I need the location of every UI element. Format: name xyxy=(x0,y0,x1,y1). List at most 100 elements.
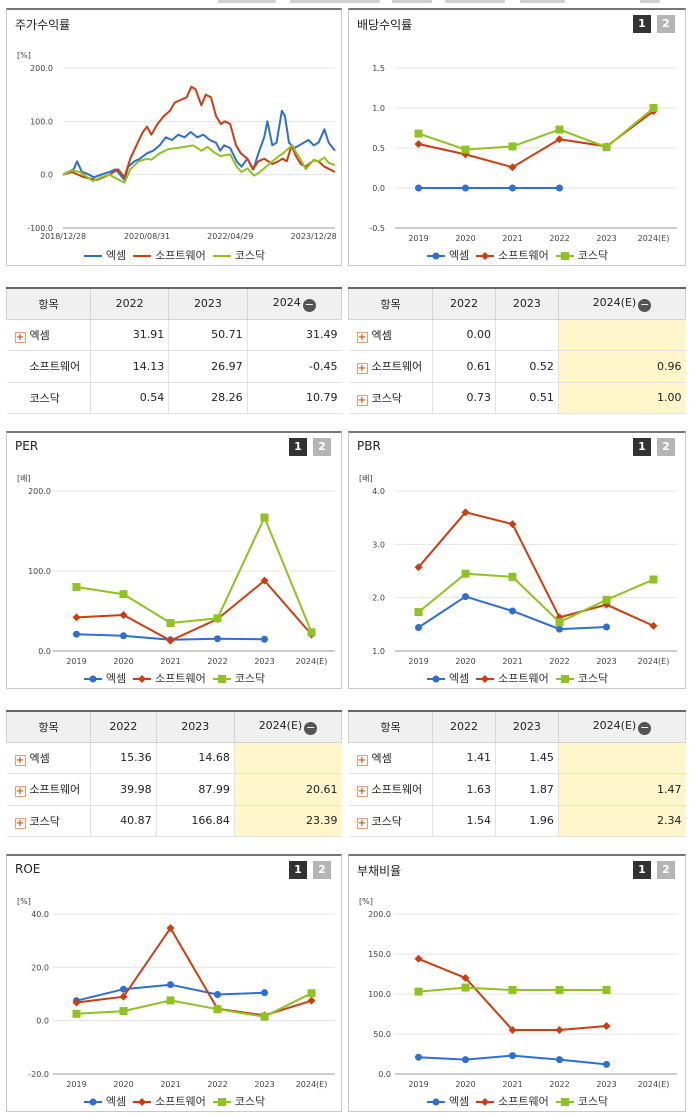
expand-icon xyxy=(15,392,26,403)
row-name: 엑셈 xyxy=(29,751,50,765)
value-cell: 0.73 xyxy=(432,382,496,414)
panel-title: PER xyxy=(15,439,39,453)
legend-item[interactable]: 코스닥 xyxy=(212,670,265,686)
expand-icon[interactable]: + xyxy=(14,754,26,766)
chart-option-2-button[interactable]: 2 xyxy=(657,15,675,33)
legend-label: 코스닥 xyxy=(234,1095,266,1108)
pbr-chart-panel: PBR 1 2 [배] 4.0 3.0 2.0 1.0 2019 2020 2021 2022 2… xyxy=(348,431,686,689)
expand-icon[interactable]: + xyxy=(356,363,368,375)
chart-option-1-button[interactable]: 1 xyxy=(289,861,307,879)
row-name-cell[interactable]: + 코스닥 xyxy=(348,805,433,837)
collapse-icon[interactable]: − xyxy=(302,297,316,312)
legend-item[interactable]: 소프트웨어 xyxy=(475,1093,549,1109)
legend-swatch xyxy=(426,1098,445,1106)
x-tick-label: 2022 xyxy=(549,234,569,243)
chart-option-2-button[interactable]: 2 xyxy=(313,861,331,879)
collapse-icon[interactable]: − xyxy=(304,720,318,735)
legend-item[interactable]: 엑셈 xyxy=(426,1093,469,1109)
legend-item[interactable]: 소프트웨어 xyxy=(132,247,206,263)
expand-icon[interactable]: + xyxy=(356,786,368,798)
legend-item[interactable]: 코스닥 xyxy=(212,1093,265,1109)
chart-option-1-button[interactable]: 1 xyxy=(633,861,651,879)
legend-item[interactable]: 소프트웨어 xyxy=(132,1093,206,1109)
chart-option-1-button[interactable]: 1 xyxy=(633,438,651,456)
legend-item[interactable]: 엑셈 xyxy=(426,670,469,686)
table-row: + 엑셈 15.36 14.68 xyxy=(6,742,342,774)
legend-swatch xyxy=(212,675,231,683)
chart-option-1-button[interactable]: 1 xyxy=(633,15,651,33)
legend-item[interactable]: 엑셈 xyxy=(83,1093,126,1109)
expand-icon[interactable]: + xyxy=(14,331,26,343)
legend-label: 코스닥 xyxy=(234,672,266,685)
row-name-cell[interactable]: + 소프트웨어 xyxy=(348,773,433,806)
collapse-icon[interactable]: − xyxy=(638,720,652,735)
legend-item[interactable]: 엑셈 xyxy=(83,247,126,263)
expand-icon[interactable]: + xyxy=(14,786,26,798)
row-name-cell: 코스닥 xyxy=(6,382,91,414)
table-row: + 엑셈 1.41 1.45 xyxy=(348,742,686,774)
row-name-cell[interactable]: + 코스닥 xyxy=(6,805,91,837)
chart-option-2-button[interactable]: 2 xyxy=(657,861,675,879)
expand-icon[interactable]: + xyxy=(14,817,26,829)
x-tick-label: 2021 xyxy=(160,657,180,666)
row-name-cell[interactable]: + 소프트웨어 xyxy=(348,350,433,383)
chart-option-1-button[interactable]: 1 xyxy=(289,438,307,456)
row-name-cell[interactable]: + 소프트웨어 xyxy=(6,773,91,806)
value-cell: 39.98 xyxy=(90,773,157,806)
collapse-icon[interactable]: − xyxy=(638,297,652,312)
legend-label: 엑셈 xyxy=(448,1095,470,1108)
chart-option-2-button[interactable]: 2 xyxy=(313,438,331,456)
chart-legend: 엑셈 소프트웨어 코스닥 xyxy=(7,670,341,686)
row-name-cell[interactable]: + 엑셈 xyxy=(6,742,91,774)
legend-swatch xyxy=(133,675,152,683)
data-point xyxy=(414,563,423,572)
legend-item[interactable]: 엑셈 xyxy=(83,670,126,686)
expand-icon[interactable]: + xyxy=(356,754,368,766)
expand-icon[interactable]: + xyxy=(356,817,368,829)
y-tick-label: 3.0 xyxy=(372,540,385,549)
debt-ratio-chart-panel: 부채비율 1 2 [%] 200.0 150.0 100.0 50.0 0.0 2019 20… xyxy=(348,854,686,1112)
legend-item[interactable]: 코스닥 xyxy=(555,247,608,263)
legend-item[interactable]: 코스닥 xyxy=(555,670,608,686)
data-point xyxy=(603,1060,610,1068)
data-point xyxy=(555,618,564,627)
row-name-cell[interactable]: + 엑셈 xyxy=(348,319,433,351)
legend-item[interactable]: 엑셈 xyxy=(426,247,469,263)
data-point xyxy=(213,614,222,623)
data-point xyxy=(462,1056,469,1064)
row-name-cell[interactable]: + 엑셈 xyxy=(6,319,91,351)
data-point xyxy=(461,145,470,154)
chart-option-2-button[interactable]: 2 xyxy=(657,438,675,456)
row-name-cell[interactable]: + 엑셈 xyxy=(348,742,433,774)
x-tick-label: 2021 xyxy=(160,1080,180,1089)
table-header-cell: 2023 xyxy=(494,710,559,743)
value-cell: 28.26 xyxy=(168,382,248,414)
legend-item[interactable]: 코스닥 xyxy=(555,1093,608,1109)
expand-icon[interactable]: + xyxy=(356,331,368,343)
y-tick-label: 200.0 xyxy=(28,487,51,496)
value-cell: 23.39 xyxy=(233,805,342,837)
legend-item[interactable]: 코스닥 xyxy=(212,247,265,263)
legend-item[interactable]: 소프트웨어 xyxy=(475,670,549,686)
x-tick-label: 2024(E) xyxy=(296,1080,328,1089)
x-tick-label: 2018/12/28 xyxy=(40,232,86,241)
data-point xyxy=(166,619,175,627)
legend-swatch xyxy=(476,1098,495,1106)
x-tick-label: 2021 xyxy=(502,657,522,666)
row-name-cell[interactable]: + 코스닥 xyxy=(348,382,433,414)
expand-icon[interactable]: + xyxy=(356,394,368,406)
series-line xyxy=(417,572,654,624)
data-point xyxy=(649,621,658,630)
value-cell: 1.63 xyxy=(432,773,496,806)
table-row: 소프트웨어 14.13 26.97 -0.45 xyxy=(6,350,342,383)
y-tick-label: 0.0 xyxy=(372,184,385,193)
data-point xyxy=(414,987,423,996)
x-tick-label: 2023 xyxy=(596,234,616,243)
legend-item[interactable]: 소프트웨어 xyxy=(132,670,206,686)
data-point xyxy=(307,989,316,998)
table-header-cell: 2024(E) − xyxy=(557,287,687,320)
panel-title: PBR xyxy=(357,439,381,453)
y-tick-label: -0.5 xyxy=(369,224,385,233)
legend-swatch xyxy=(426,675,445,683)
legend-item[interactable]: 소프트웨어 xyxy=(475,247,549,263)
